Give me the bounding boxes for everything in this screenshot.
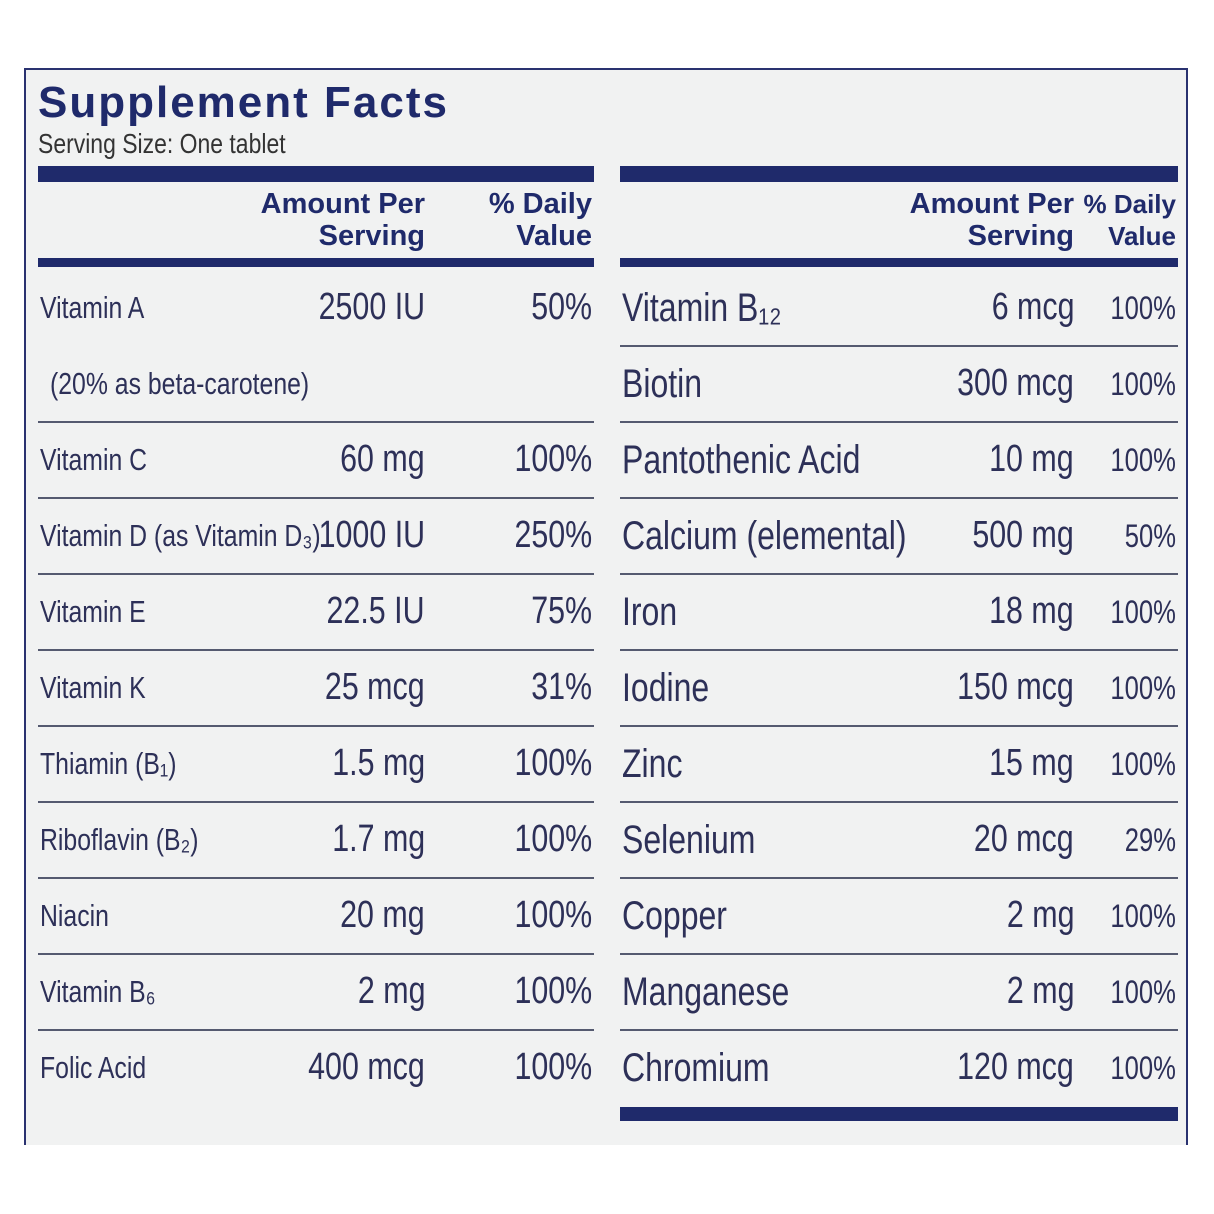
row-rule — [38, 497, 594, 499]
daily-value: 50% — [1124, 517, 1176, 554]
row-rule — [620, 725, 1178, 727]
daily-value: 100% — [1110, 1049, 1176, 1086]
amount: 2 mg — [1006, 894, 1074, 937]
nutrient-name: Vitamin A — [40, 290, 145, 326]
amount: 20 mcg — [974, 818, 1074, 861]
nutrient-name: Selenium — [622, 818, 756, 862]
header-rule — [620, 258, 1178, 267]
daily-value: 100% — [1110, 745, 1176, 782]
column-header: % Daily Value — [488, 188, 592, 252]
row-rule — [620, 953, 1178, 955]
daily-value: 100% — [514, 742, 592, 785]
nutrient-name: Calcium (elemental) — [622, 514, 907, 558]
amount: 2500 IU — [318, 286, 425, 329]
row-rule — [38, 573, 594, 575]
amount: 150 mcg — [957, 666, 1074, 709]
nutrient-name: Vitamin D (as Vitamin D₃) — [40, 518, 321, 554]
nutrient-name: Iodine — [622, 666, 710, 710]
row-rule — [38, 801, 594, 803]
nutrient-name: Riboflavin (B₂) — [40, 822, 199, 858]
nutrient-name: Vitamin E — [40, 594, 146, 630]
daily-value: 100% — [514, 818, 592, 861]
row-rule — [620, 649, 1178, 651]
amount: 300 mcg — [957, 362, 1074, 405]
row-rule — [620, 877, 1178, 879]
amount: 20 mg — [340, 894, 426, 937]
footer-bar — [620, 1107, 1178, 1121]
amount: 10 mg — [989, 438, 1075, 481]
row-rule — [620, 1029, 1178, 1031]
amount: 60 mg — [340, 438, 426, 481]
row-rule — [38, 725, 594, 727]
daily-value: 100% — [1110, 897, 1176, 934]
nutrient-name: Biotin — [622, 362, 703, 406]
column-header: Amount Per Serving — [909, 188, 1074, 252]
amount: 18 mg — [989, 590, 1075, 633]
amount: 400 mcg — [308, 1046, 425, 1089]
daily-value: 100% — [1110, 441, 1176, 478]
nutrient-name: Pantothenic Acid — [622, 438, 861, 482]
nutrient-name: Vitamin B₁₂ — [622, 286, 782, 330]
header-rule — [38, 258, 594, 267]
daily-value: 100% — [1110, 973, 1176, 1010]
label-panel — [24, 68, 1188, 1145]
amount: 1000 IU — [318, 514, 425, 557]
amount: 6 mcg — [991, 286, 1074, 329]
row-rule — [38, 877, 594, 879]
row-rule — [620, 345, 1178, 347]
column-header: % Daily Value — [1083, 189, 1177, 251]
nutrient-name: Copper — [622, 894, 727, 938]
nutrient-name: Folic Acid — [40, 1050, 147, 1086]
row-rule — [620, 497, 1178, 499]
nutrient-name: Niacin — [40, 898, 109, 934]
daily-value: 100% — [514, 1046, 592, 1089]
nutrient-note: (20% as beta-carotene) — [50, 366, 310, 402]
nutrient-name: Chromium — [622, 1046, 770, 1090]
row-rule — [620, 573, 1178, 575]
daily-value: 75% — [531, 590, 592, 633]
row-rule — [38, 953, 594, 955]
nutrient-name: Zinc — [622, 742, 683, 786]
daily-value: 31% — [531, 666, 592, 709]
header-bar — [38, 166, 594, 182]
daily-value: 100% — [514, 970, 592, 1013]
daily-value: 100% — [1110, 365, 1176, 402]
nutrient-name: Manganese — [622, 970, 790, 1014]
nutrient-name: Iron — [622, 590, 678, 634]
row-rule — [620, 421, 1178, 423]
amount: 2 mg — [1006, 970, 1074, 1013]
amount: 22.5 IU — [326, 590, 425, 633]
row-rule — [38, 421, 594, 423]
amount: 2 mg — [357, 970, 425, 1013]
daily-value: 100% — [514, 894, 592, 937]
amount: 120 mcg — [957, 1046, 1074, 1089]
amount: 500 mg — [972, 514, 1074, 557]
amount: 1.5 mg — [332, 742, 425, 785]
title: Supplement Facts — [38, 78, 449, 127]
nutrient-name: Vitamin C — [40, 442, 148, 478]
daily-value: 100% — [1110, 593, 1176, 630]
row-rule — [620, 801, 1178, 803]
column-header: Amount Per Serving — [260, 188, 425, 252]
nutrient-name: Vitamin B₆ — [40, 974, 156, 1010]
daily-value: 250% — [514, 514, 592, 557]
amount: 1.7 mg — [332, 818, 425, 861]
daily-value: 100% — [1110, 289, 1176, 326]
daily-value: 50% — [531, 286, 592, 329]
header-bar — [620, 166, 1178, 182]
amount: 15 mg — [989, 742, 1075, 785]
row-rule — [38, 1029, 594, 1031]
amount: 25 mcg — [325, 666, 425, 709]
daily-value: 100% — [514, 438, 592, 481]
row-rule — [38, 649, 594, 651]
nutrient-name: Vitamin K — [40, 670, 146, 706]
daily-value: 100% — [1110, 669, 1176, 706]
serving-size: Serving Size: One tablet — [38, 128, 286, 159]
daily-value: 29% — [1124, 821, 1176, 858]
nutrient-name: Thiamin (B₁) — [40, 746, 177, 782]
